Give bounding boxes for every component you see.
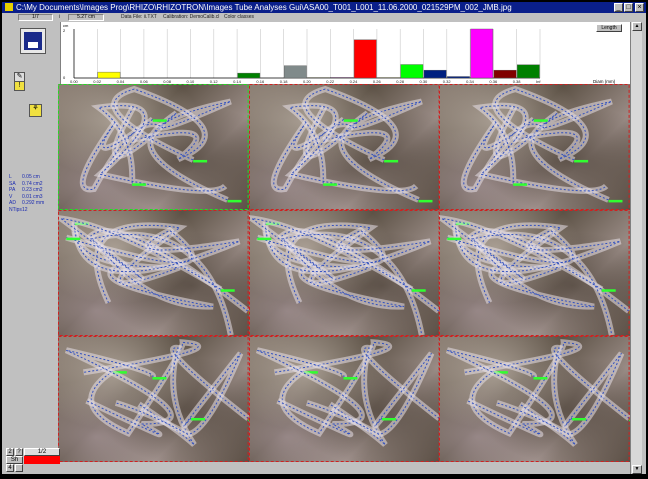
app-window: C:\My Documents\Images Prog\RHIZO\RHIZOT… (2, 2, 646, 474)
x-tick-label: 0.16 (256, 79, 265, 84)
color-classes-label: Color classes (224, 14, 255, 20)
stats-panel: L 0.05 cm SA 0.74 cm2 PA 0.23 cm2 V 0.01 cm3 AD 0… (9, 174, 44, 214)
image-index-field[interactable]: 1/7 (18, 14, 53, 21)
minimize-button[interactable]: _ (614, 3, 623, 12)
stat-value: 0.05 cm (22, 174, 40, 180)
histogram-bar (493, 69, 517, 79)
diameter-histogram: 0.00 0.02 0.04 0.06 0.08 0.10 0.12 0.14 0.16 0.18… (60, 22, 630, 84)
tube-image-tile[interactable] (58, 84, 249, 210)
button-blank[interactable] (15, 464, 23, 472)
scroll-up-arrow[interactable]: ▲ (632, 22, 642, 31)
x-tick-label: Inf (536, 79, 541, 84)
stat-key: AD (9, 200, 16, 207)
left-panel: ✎ ! ⚘ L 0.05 cm SA 0.74 cm2 PA 0.23 cm2 V 0.01 … (4, 22, 58, 462)
histogram-bar (517, 64, 540, 79)
histogram-bar (423, 69, 447, 79)
page-indicator: 1/2 (24, 448, 60, 456)
histogram-bar (237, 72, 261, 79)
y-tick-bottom: 0 (63, 75, 66, 80)
x-axis-label: Diam (mm) (593, 79, 616, 84)
title-bar: C:\My Documents\Images Prog\RHIZO\RHIZOT… (2, 2, 646, 13)
show-button[interactable]: Sh (6, 456, 23, 464)
x-tick-label: 0.00 (70, 79, 79, 84)
stat-v: V 0.01 cm3 (9, 194, 44, 201)
x-tick-label: 0.06 (140, 79, 149, 84)
maximize-button[interactable]: □ (624, 3, 633, 12)
field-label: i (59, 14, 61, 20)
status-color-bar (24, 456, 60, 464)
stat-value: 0.292 mm (22, 200, 45, 207)
app-icon (5, 3, 13, 11)
toolbar: 1/7 i 5.27 cm Data File: ii.TXT Calibrat… (2, 13, 646, 22)
x-tick-label: 0.24 (350, 79, 359, 84)
x-tick-label: 0.02 (93, 79, 102, 84)
histogram-bar (330, 77, 354, 79)
histogram-bar (353, 39, 377, 79)
tube-image-tile[interactable] (439, 336, 630, 462)
length-dropdown[interactable]: Length (596, 24, 622, 32)
tube-image-tile[interactable] (439, 84, 630, 210)
stat-key: L (9, 174, 12, 180)
x-tick-label: 0.20 (303, 79, 312, 84)
histogram-bar (97, 71, 121, 79)
stat-l: L 0.05 cm (9, 174, 44, 181)
stat-value: 0.23 cm2 (22, 187, 43, 194)
x-tick-label: 0.14 (233, 79, 242, 84)
tube-image-tile[interactable] (248, 84, 440, 210)
stat-key: V (9, 193, 13, 200)
x-tick-label: 0.38 (513, 79, 522, 84)
help-button[interactable]: ? (15, 448, 23, 456)
stat-ad: AD 0.292 mm (9, 200, 44, 207)
tube-image-tile[interactable] (248, 336, 440, 462)
data-file-label: Data File: ii.TXT (121, 14, 157, 20)
tube-image-tile[interactable] (58, 210, 249, 336)
x-tick-label: 0.36 (489, 79, 498, 84)
stat-value: 0.01 cm3 (22, 193, 43, 200)
x-tick-label: 0.18 (280, 79, 289, 84)
stat-value: 12 (22, 206, 28, 213)
scroll-down-arrow[interactable]: ▼ (632, 465, 642, 474)
x-tick-label: 0.04 (117, 79, 126, 84)
histogram-bar (447, 76, 470, 79)
button-4[interactable]: 4 (6, 464, 14, 472)
window-title: C:\My Documents\Images Prog\RHIZO\RHIZOT… (16, 3, 512, 12)
x-tick-label: 0.28 (396, 79, 405, 84)
close-button[interactable]: × (635, 3, 644, 12)
stat-value: 0.74 cm2 (22, 180, 43, 187)
button-2[interactable]: 2 (6, 448, 14, 456)
stat-key: SA (9, 180, 16, 187)
tube-image-tile[interactable] (439, 210, 630, 336)
save-button[interactable] (20, 28, 46, 54)
vertical-scrollbar[interactable]: ▲ ▼ (630, 22, 642, 474)
x-tick-label: 0.30 (420, 79, 429, 84)
stat-ntips: NTips12 (9, 207, 44, 214)
image-mosaic[interactable] (58, 84, 630, 462)
y-axis-label: cm (63, 23, 69, 28)
stat-sa: SA 0.74 cm2 (9, 181, 44, 188)
histogram-bar (470, 28, 494, 79)
stat-key: NTips (9, 206, 22, 213)
x-tick-label: 0.32 (443, 79, 452, 84)
tube-image-tile[interactable] (58, 336, 249, 462)
x-tick-label: 0.34 (466, 79, 475, 84)
x-tick-label: 0.26 (373, 79, 382, 84)
position-field[interactable]: 5.27 cm (68, 14, 104, 21)
stat-pa: PA 0.23 cm2 (9, 187, 44, 194)
histogram-bar (400, 64, 424, 79)
floppy-disk-icon (24, 32, 42, 50)
histogram-bar (283, 65, 307, 79)
tube-image-tile[interactable] (248, 210, 440, 336)
bottom-controls: 2 ? 1/2 Sh 4 (4, 446, 60, 474)
y-tick-top: 2 (63, 28, 66, 33)
warning-icon[interactable]: ! (14, 81, 25, 91)
stat-key: PA (9, 187, 16, 194)
x-tick-label: 0.12 (210, 79, 219, 84)
roots-tool-icon[interactable]: ⚘ (29, 104, 42, 117)
x-tick-label: 0.22 (326, 79, 335, 84)
calibration-label: Calibration: DemoCalib.cl (163, 14, 220, 20)
x-tick-label: 0.08 (163, 79, 172, 84)
x-tick-label: 0.10 (187, 79, 196, 84)
